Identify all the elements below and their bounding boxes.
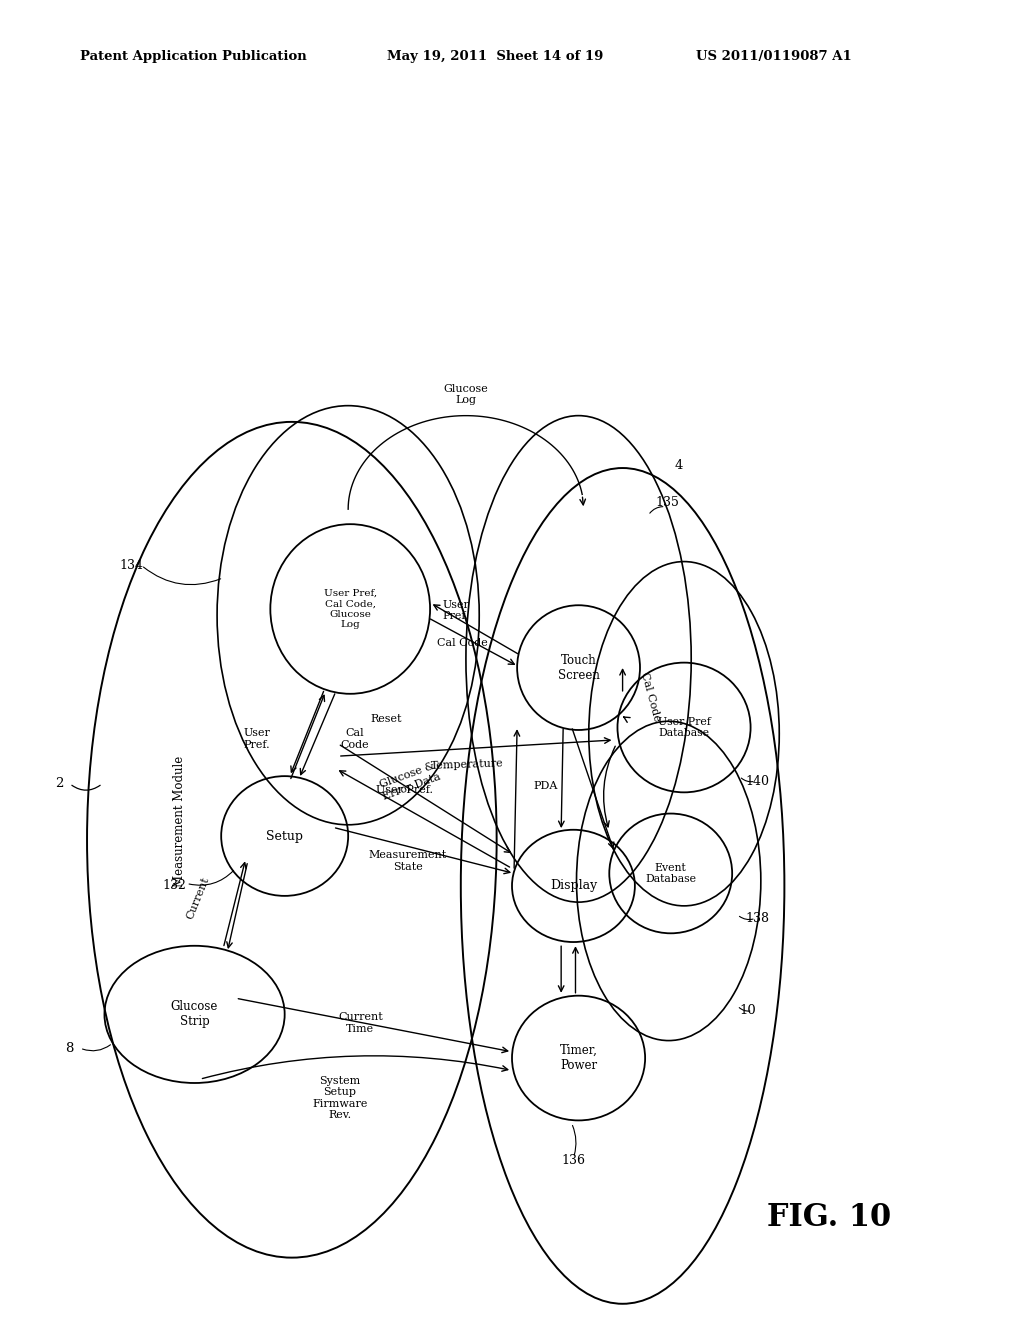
Text: FIG. 10: FIG. 10 [767,1203,892,1233]
Text: 2: 2 [55,777,63,791]
Text: 140: 140 [745,775,770,788]
Text: 4: 4 [675,459,683,473]
Text: Timer,
Power: Timer, Power [560,1044,597,1072]
Text: Glucose
Log: Glucose Log [443,384,488,405]
Text: Cal Code: Cal Code [437,638,488,648]
Text: Measurement Module: Measurement Module [173,755,185,887]
Text: Glucose &
Error Data: Glucose & Error Data [377,760,441,801]
Text: 10: 10 [739,1005,756,1018]
Text: Patent Application Publication: Patent Application Publication [80,50,306,63]
Text: Setup: Setup [266,829,303,842]
Text: Touch
Screen: Touch Screen [558,653,599,681]
Text: Reset: Reset [371,714,402,723]
Text: 136: 136 [561,1154,586,1167]
Text: 132: 132 [162,879,186,892]
Text: Temperature: Temperature [430,759,503,771]
Text: 8: 8 [66,1041,74,1055]
Text: US 2011/0119087 A1: US 2011/0119087 A1 [696,50,852,63]
Text: User Pref.: User Pref. [376,785,433,795]
Text: Current
Time: Current Time [338,1012,383,1034]
Text: User Pref
Database: User Pref Database [657,717,711,738]
Text: 138: 138 [745,912,770,925]
Text: User
Pref.: User Pref. [442,599,469,622]
Text: 135: 135 [655,496,680,510]
Text: PDA: PDA [534,781,558,791]
Text: Measurement
State: Measurement State [369,850,446,871]
Text: Cal
Code: Cal Code [340,727,369,750]
Text: Current: Current [184,875,211,921]
Text: System
Setup
Firmware
Rev.: System Setup Firmware Rev. [312,1076,368,1121]
Text: User Pref,
Cal Code,
Glucose
Log: User Pref, Cal Code, Glucose Log [324,589,377,630]
Text: User
Pref.: User Pref. [244,727,270,750]
Text: Event
Database: Event Database [645,863,696,884]
Text: Display: Display [550,879,597,892]
Text: 134: 134 [119,558,143,572]
Text: Cal Code: Cal Code [639,671,662,722]
Text: May 19, 2011  Sheet 14 of 19: May 19, 2011 Sheet 14 of 19 [387,50,603,63]
Text: Glucose
Strip: Glucose Strip [171,1001,218,1028]
